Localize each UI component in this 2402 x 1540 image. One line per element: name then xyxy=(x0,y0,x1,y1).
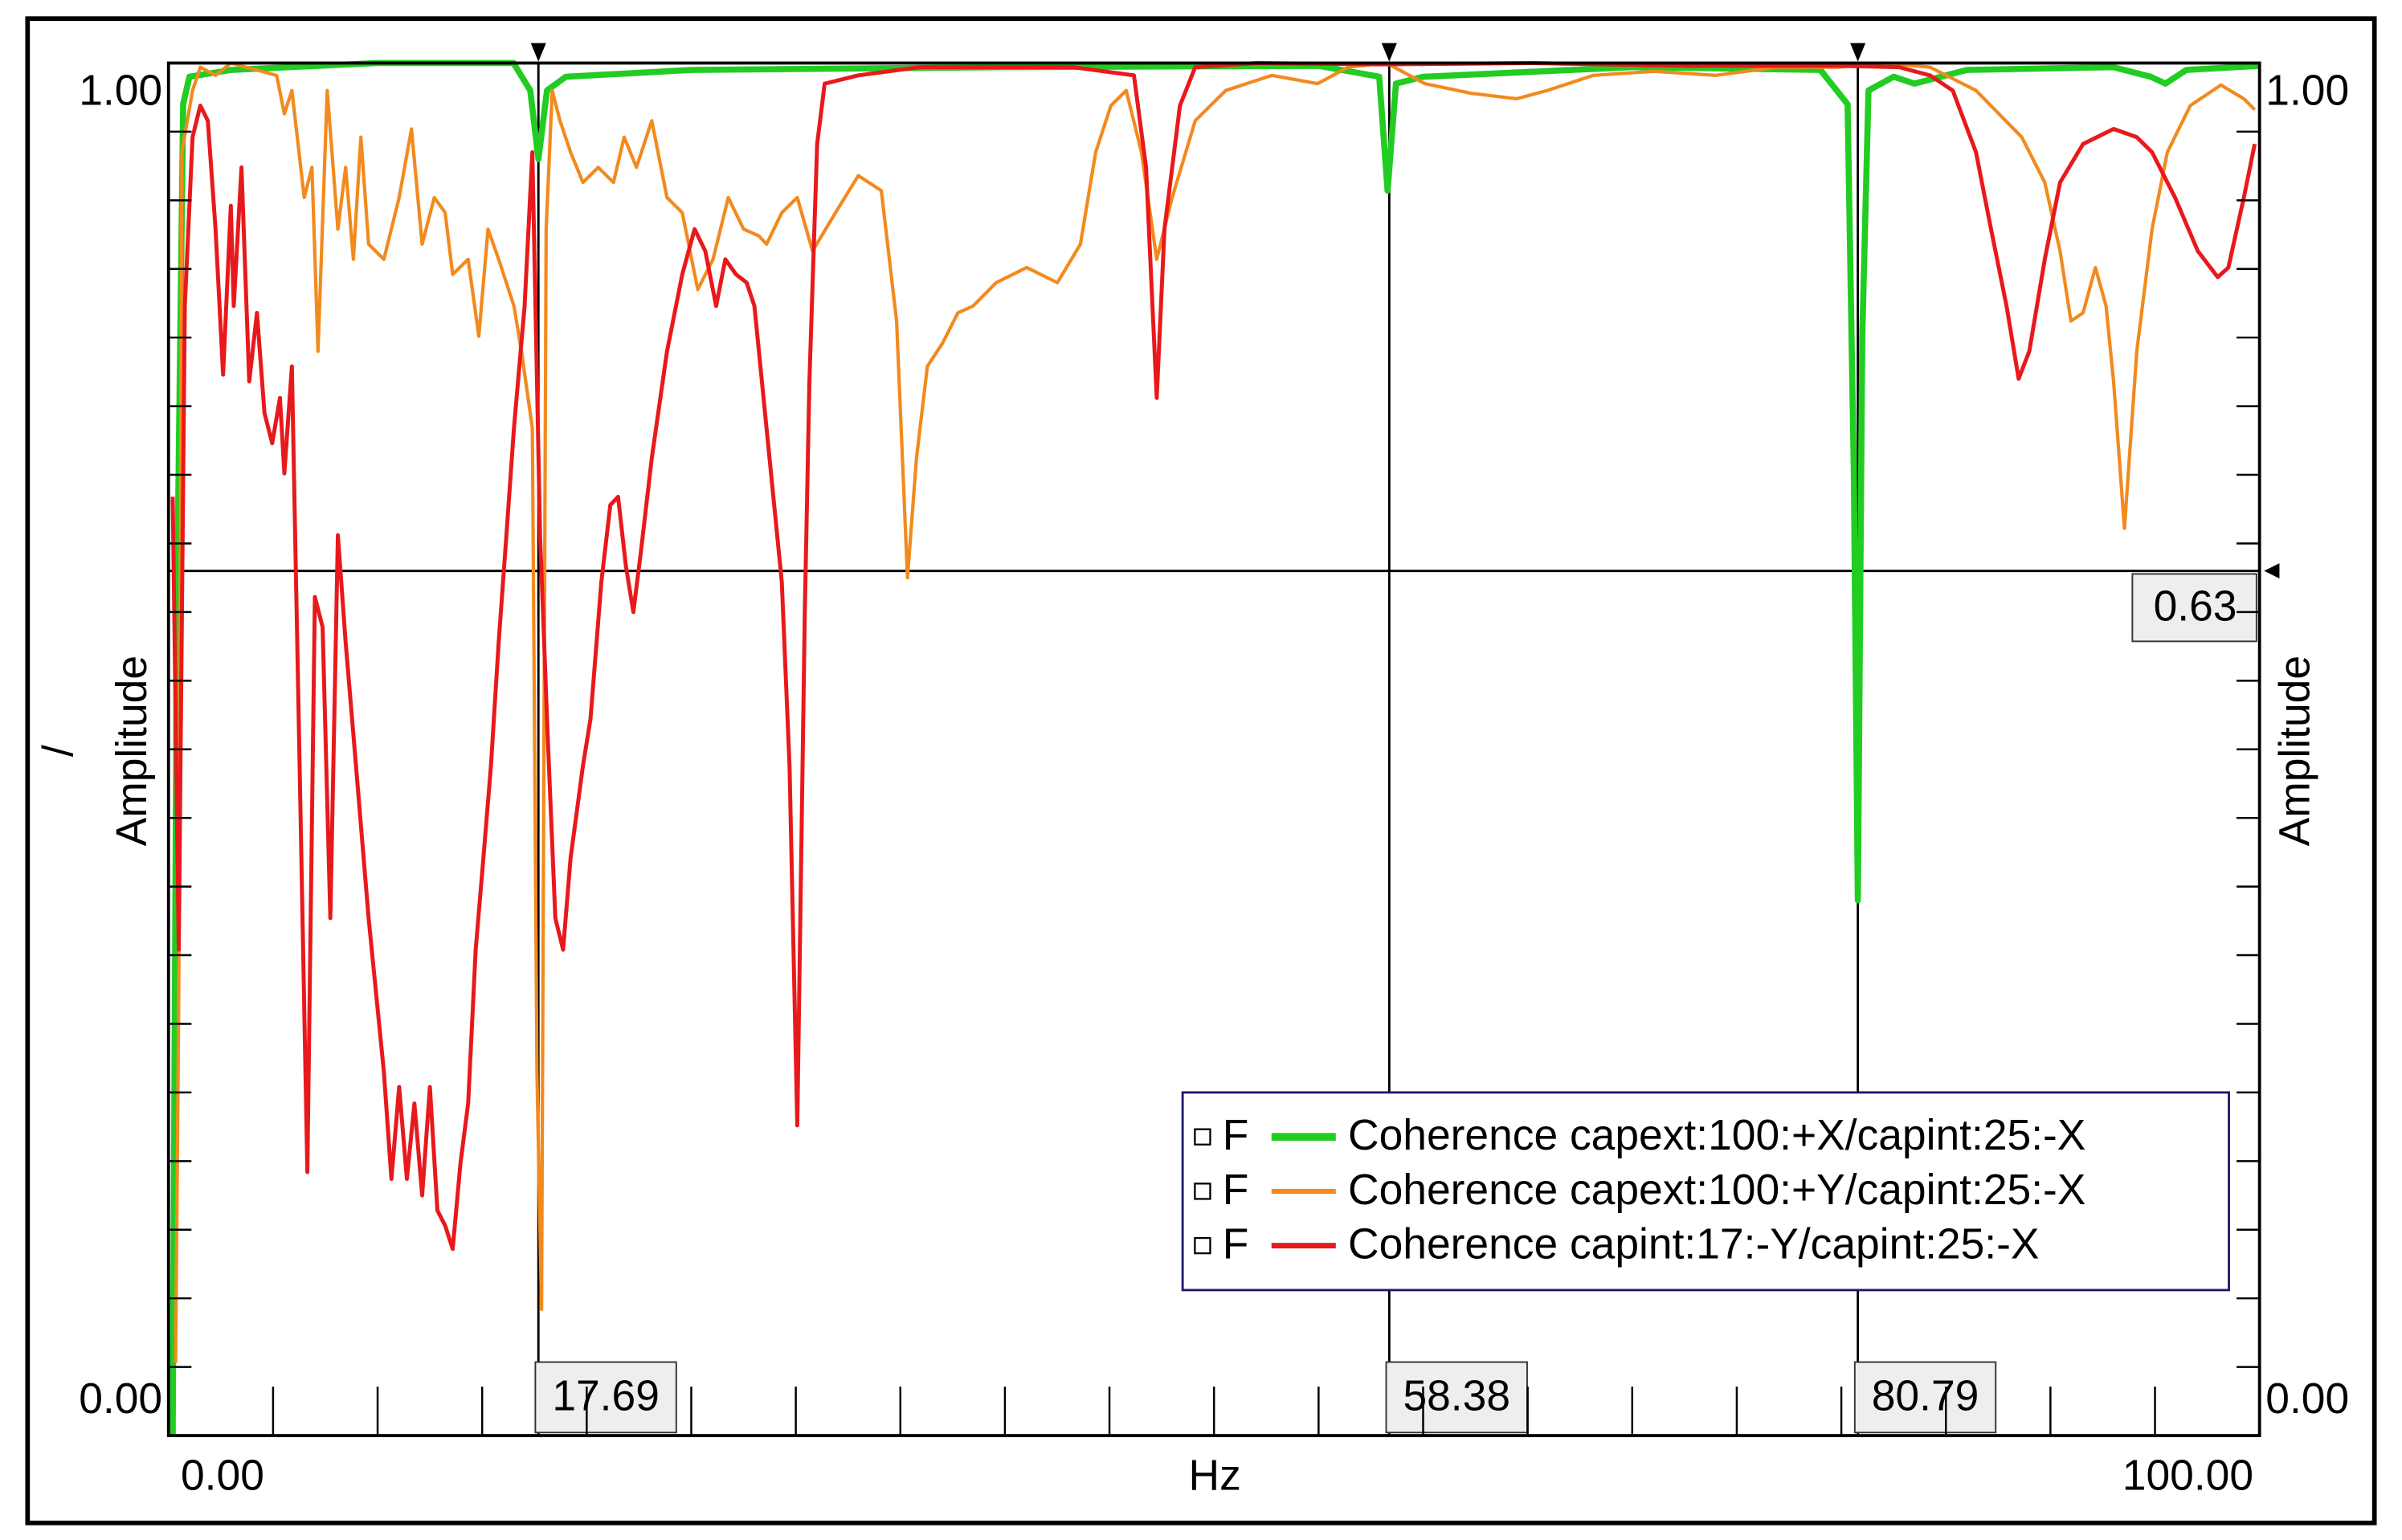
y2-tick-label: 1.00 xyxy=(2265,67,2349,115)
y-cursor-marker xyxy=(2264,563,2280,579)
x-cursor-label: 17.69 xyxy=(552,1372,660,1419)
x-cursor-marker xyxy=(530,43,546,62)
x-cursor-label-box xyxy=(1385,1361,1528,1434)
legend-checkbox xyxy=(1194,1128,1211,1146)
legend-box xyxy=(1181,1091,2230,1292)
legend-label: Coherence capext:100:+X/capint:25:-X xyxy=(1348,1112,2085,1159)
x-tick-label: 100.00 xyxy=(2122,1452,2253,1500)
legend-flag: F xyxy=(1223,1166,1249,1214)
legend-flag: F xyxy=(1223,1112,1249,1159)
legend: F Coherence capext:100:+X/capint:25:-X F Co… xyxy=(1181,1091,2230,1292)
x-cursor-label: 58.38 xyxy=(1403,1372,1510,1419)
y-axis-unit: / xyxy=(35,745,82,757)
x-cursor-label-box xyxy=(534,1361,677,1434)
x-axis-label: Hz xyxy=(1189,1452,1241,1500)
x-cursor-marker xyxy=(1381,43,1397,62)
legend-flag: F xyxy=(1223,1221,1249,1268)
y-axis-label: Amplitude xyxy=(108,656,156,846)
x-cursor-marker xyxy=(1850,43,1866,62)
legend-checkbox xyxy=(1194,1183,1211,1200)
y-cursor-label: 0.63 xyxy=(2154,582,2237,630)
y-tick-label: 0.00 xyxy=(79,1375,162,1423)
legend-label: Coherence capint:17:-Y/capint:25:-X xyxy=(1348,1221,2039,1268)
axis-layer: 0.00 100.000.00 0.001.00 1.00 xyxy=(79,62,2349,1500)
y-tick-label: 1.00 xyxy=(79,67,162,115)
plot-border xyxy=(166,61,2261,1437)
y2-axis-label: Amplitude xyxy=(2271,656,2318,846)
frame xyxy=(25,16,2377,1526)
series-line xyxy=(170,60,2257,1252)
legend-checkbox xyxy=(1194,1236,1211,1255)
x-cursor-label-box xyxy=(1853,1361,1997,1434)
x-tick-label: 0.00 xyxy=(181,1452,264,1500)
y-cursor-label-box xyxy=(2131,573,2257,643)
y2-tick-label: 0.00 xyxy=(2265,1375,2349,1423)
x-cursor-label: 80.79 xyxy=(1872,1372,1979,1419)
legend-label: Coherence capext:100:+Y/capint:25:-X xyxy=(1348,1166,2085,1214)
